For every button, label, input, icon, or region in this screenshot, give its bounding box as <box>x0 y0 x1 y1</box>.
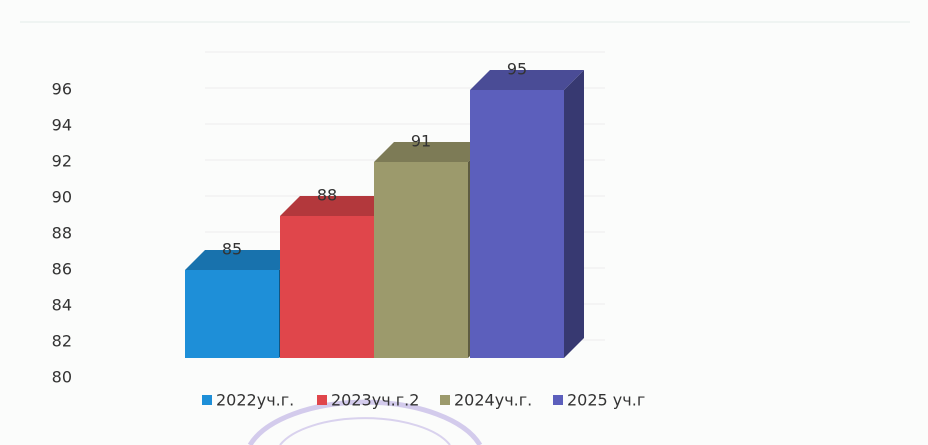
bar <box>280 216 374 358</box>
bar-side <box>564 70 584 358</box>
bar <box>185 270 279 358</box>
y-tick-label: 94 <box>52 116 72 135</box>
data-label: 91 <box>411 132 431 151</box>
legend-swatch <box>317 395 327 405</box>
bar-top <box>470 70 584 90</box>
y-tick-label: 90 <box>52 188 72 207</box>
data-label: 88 <box>317 186 337 205</box>
data-label: 95 <box>507 60 527 79</box>
y-tick-label: 86 <box>52 260 72 279</box>
legend-label: 2024уч.г. <box>454 391 532 410</box>
bar <box>374 162 468 358</box>
legend-swatch <box>202 395 212 405</box>
y-tick-label: 84 <box>52 296 72 315</box>
y-tick-label: 80 <box>52 368 72 387</box>
legend-swatch <box>553 395 563 405</box>
legend-label: 2023уч.г.2 <box>331 391 419 410</box>
legend-swatch <box>440 395 450 405</box>
data-label: 85 <box>222 240 242 259</box>
y-tick-label: 92 <box>52 152 72 171</box>
y-tick-label: 88 <box>52 224 72 243</box>
bar-top <box>374 142 488 162</box>
y-tick-label: 96 <box>52 80 72 99</box>
stamp <box>247 399 483 445</box>
y-tick-label: 82 <box>52 332 72 351</box>
legend-label: 2025 уч.г <box>567 391 645 410</box>
legend-label: 2022уч.г. <box>216 391 294 410</box>
bar-top <box>185 250 299 270</box>
bar <box>470 90 564 358</box>
bar-top <box>280 196 394 216</box>
stamp-inner <box>279 417 451 445</box>
